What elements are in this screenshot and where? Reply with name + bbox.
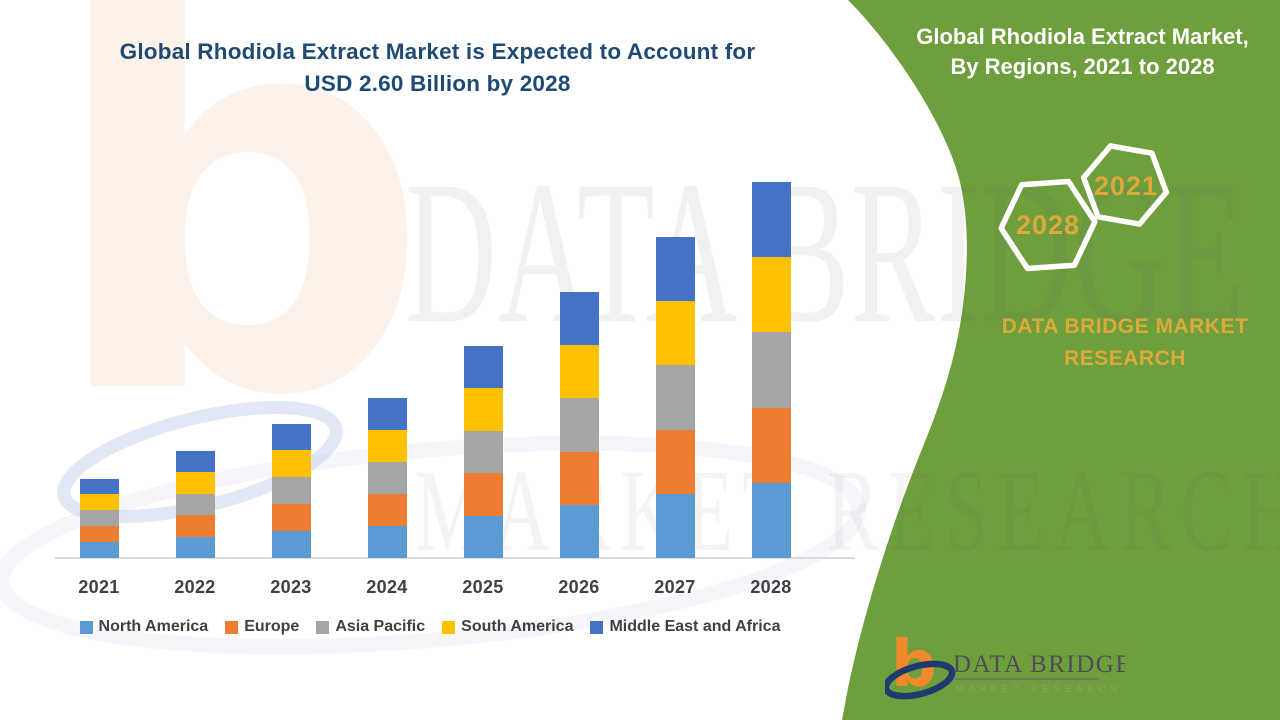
bar-2022-segment-middle-east-and-africa: [175, 451, 215, 473]
bar-2023-segment-north-america: [271, 531, 311, 558]
legend-item-europe: Europe: [225, 618, 299, 636]
bar-2027-segment-north-america: [655, 493, 695, 558]
bar-2025-segment-middle-east-and-africa: [463, 345, 503, 388]
hexagon-2028-label: 2028: [1016, 210, 1080, 240]
x-axis-label-2025: 2025: [462, 577, 504, 597]
bar-2022-segment-north-america: [175, 536, 215, 558]
x-axis-line: [55, 557, 855, 559]
legend-swatch-asia-pacific: [316, 620, 330, 634]
x-axis-label-2027: 2027: [654, 577, 696, 597]
legend: North America Europe Asia Pacific South Ame…: [15, 618, 845, 636]
chart-title-line2: USD 2.60 Billion by 2028: [304, 71, 571, 96]
company-logo: b DATA BRIDGE MARKET RESEARCH: [885, 628, 1125, 702]
bar-2025-segment-south-america: [463, 388, 503, 431]
x-axis-label-2022: 2022: [174, 577, 216, 597]
bar-2028-segment-middle-east-and-africa: [751, 182, 791, 258]
legend-label-south-america: South America: [461, 618, 574, 635]
legend-item-south-america: South America: [442, 618, 573, 636]
watermark-text-data-bridge: DATA BRIDGE: [405, 139, 1246, 366]
panel-brand-line1: DATA BRIDGE MARKET: [1001, 315, 1249, 338]
bar-2025: [463, 345, 503, 558]
panel-brand-text: DATA BRIDGE MARKET RESEARCH: [960, 311, 1280, 375]
bar-2021-segment-north-america: [79, 542, 119, 558]
bar-2024: [367, 397, 407, 558]
bar-2021-segment-south-america: [79, 494, 119, 511]
legend-label-europe: Europe: [244, 618, 300, 635]
bar-2025-segment-north-america: [463, 515, 503, 558]
bar-2024-segment-north-america: [367, 525, 407, 558]
bar-2022-segment-europe: [175, 515, 215, 537]
logo-swoosh-icon: [885, 660, 956, 700]
bar-2027-segment-middle-east-and-africa: [655, 237, 695, 302]
bar-2023-segment-south-america: [271, 450, 311, 478]
bar-2027-segment-south-america: [655, 301, 695, 366]
bar-2022: [175, 451, 215, 558]
bar-2028-segment-asia-pacific: [751, 332, 791, 408]
bar-2026-segment-asia-pacific: [559, 398, 599, 452]
bar-2024-segment-middle-east-and-africa: [367, 397, 407, 430]
panel-heading-line1: Global Rhodiola Extract Market,: [916, 24, 1249, 49]
hexagon-2021: [1080, 143, 1170, 227]
bar-2026: [559, 292, 599, 558]
legend-label-asia-pacific: Asia Pacific: [335, 618, 426, 635]
bar-2028-segment-north-america: [751, 482, 791, 558]
legend-item-asia-pacific: Asia Pacific: [316, 618, 425, 636]
bar-2027: [655, 237, 695, 558]
bar-2026-segment-europe: [559, 451, 599, 505]
chart-title: Global Rhodiola Extract Market is Expect…: [55, 36, 820, 100]
legend-swatch-north-america: [79, 620, 93, 634]
legend-item-middle-east-and-africa: Middle East and Africa: [590, 618, 780, 636]
bar-2026-segment-middle-east-and-africa: [559, 292, 599, 346]
legend-label-middle-east-and-africa: Middle East and Africa: [609, 618, 781, 635]
watermark-b-letter-icon: b: [45, 0, 432, 514]
panel-heading-line2: By Regions, 2021 to 2028: [950, 54, 1215, 79]
legend-swatch-middle-east-and-africa: [590, 620, 604, 634]
chart-title-line1: Global Rhodiola Extract Market is Expect…: [119, 39, 756, 64]
legend-label-north-america: North America: [98, 618, 209, 635]
bar-2023-segment-europe: [271, 504, 311, 532]
bar-2027-segment-asia-pacific: [655, 365, 695, 430]
bar-2021-segment-middle-east-and-africa: [79, 478, 119, 495]
hexagon-2021-label: 2021: [1094, 171, 1158, 201]
x-axis-label-2024: 2024: [366, 577, 408, 597]
bar-2023-segment-middle-east-and-africa: [271, 423, 311, 451]
hexagon-2028: [998, 178, 1098, 272]
watermark-text-market-research: MARKET RESEARCH: [415, 445, 1280, 576]
bar-2024-segment-europe: [367, 493, 407, 526]
bar-2022-segment-asia-pacific: [175, 493, 215, 516]
bar-2028: [751, 182, 791, 558]
bar-2027-segment-europe: [655, 429, 695, 494]
bar-2023-segment-asia-pacific: [271, 477, 311, 505]
bar-2026-segment-south-america: [559, 345, 599, 399]
bar-2024-segment-south-america: [367, 429, 407, 462]
x-axis-label-2021: 2021: [78, 577, 120, 597]
bar-2026-segment-north-america: [559, 504, 599, 558]
x-axis-label-2028: 2028: [750, 577, 792, 597]
bar-2021: [79, 478, 119, 558]
green-panel-shape: [842, 0, 1280, 720]
legend-swatch-south-america: [442, 620, 456, 634]
legend-item-north-america: North America: [79, 618, 209, 636]
panel-heading: Global Rhodiola Extract Market, By Regio…: [890, 22, 1275, 82]
bar-2025-segment-europe: [463, 473, 503, 516]
bar-2021-segment-europe: [79, 526, 119, 543]
bar-2021-segment-asia-pacific: [79, 510, 119, 527]
bar-2024-segment-asia-pacific: [367, 461, 407, 494]
bar-2022-segment-south-america: [175, 472, 215, 494]
x-axis-label-2023: 2023: [270, 577, 312, 597]
bar-2023: [271, 423, 311, 558]
panel-brand-line2: RESEARCH: [1064, 347, 1186, 370]
year-hexagons: 2028 2021: [998, 143, 1170, 272]
bar-2028-segment-south-america: [751, 257, 791, 333]
plot-area: 2021 2022 2023 2024 2025 2026 2027 2028: [55, 182, 855, 597]
bar-2028-segment-europe: [751, 407, 791, 483]
x-axis-label-2026: 2026: [558, 577, 600, 597]
logo-subtext: MARKET RESEARCH: [955, 684, 1122, 695]
legend-swatch-europe: [225, 620, 239, 634]
bar-2025-segment-asia-pacific: [463, 430, 503, 473]
logo-name: DATA BRIDGE: [953, 651, 1125, 678]
